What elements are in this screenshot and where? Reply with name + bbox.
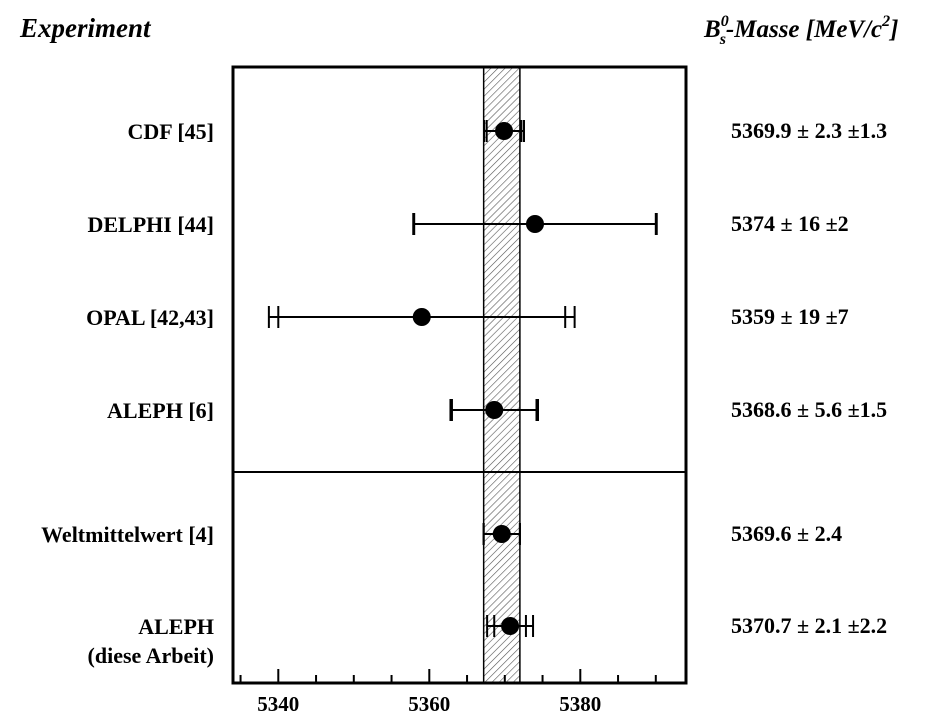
data-point bbox=[501, 617, 520, 635]
mass-title-unit-sup: 2 bbox=[881, 13, 890, 30]
data-rows: CDF [45] 5369.9 ± 2.3 ±1.3 DELPHI [44] 5374… bbox=[41, 118, 887, 668]
mass-value: 5368.6 ± 5.6 ±1.5 bbox=[731, 397, 887, 422]
experiment-label: DELPHI [44] bbox=[88, 212, 215, 237]
mass-value: 5374 ± 16 ±2 bbox=[731, 211, 849, 236]
row-0: CDF [45] 5369.9 ± 2.3 ±1.3 bbox=[127, 118, 887, 144]
experiment-label: OPAL [42,43] bbox=[86, 305, 214, 330]
row-5: ALEPH (diese Arbeit) 5370.7 ± 2.1 ±2.2 bbox=[88, 613, 888, 668]
mass-value: 5369.9 ± 2.3 ±1.3 bbox=[731, 118, 887, 143]
experiment-label: CDF [45] bbox=[127, 119, 214, 144]
experiment-label: ALEPH bbox=[138, 614, 214, 639]
column-title-mass: B0 s-Masse [MeV/c2] bbox=[703, 13, 898, 48]
experiment-label: Weltmittelwert [4] bbox=[41, 522, 214, 547]
row-2: OPAL [42,43] 5359 ± 19 ±7 bbox=[86, 304, 849, 330]
x-tick-label: 5340 bbox=[257, 692, 299, 716]
x-tick-label: 5360 bbox=[408, 692, 450, 716]
experiment-label: (diese Arbeit) bbox=[88, 643, 214, 668]
data-point bbox=[412, 308, 431, 326]
mass-title-sub: s bbox=[719, 31, 726, 48]
data-point bbox=[485, 401, 504, 419]
experiment-label: ALEPH [6] bbox=[107, 398, 214, 423]
mass-value: 5359 ± 19 ±7 bbox=[731, 304, 849, 329]
mass-title-sup: 0 bbox=[721, 13, 729, 30]
mass-title-base: B bbox=[703, 16, 721, 43]
mass-value: 5370.7 ± 2.1 ±2.2 bbox=[731, 613, 887, 638]
mass-value: 5369.6 ± 2.4 bbox=[731, 521, 842, 546]
row-1: DELPHI [44] 5374 ± 16 ±2 bbox=[88, 211, 849, 237]
average-band bbox=[483, 67, 520, 683]
data-point bbox=[526, 215, 544, 233]
data-point bbox=[492, 525, 511, 543]
plot-frame bbox=[231, 65, 688, 685]
x-axis: 5340 5360 5380 bbox=[239, 669, 657, 716]
mass-title-rest: -Masse [MeV/c bbox=[726, 16, 882, 43]
x-tick-label: 5380 bbox=[559, 692, 601, 716]
column-title-experiment: Experiment bbox=[19, 13, 152, 43]
data-point bbox=[495, 122, 514, 140]
row-4: Weltmittelwert [4] 5369.6 ± 2.4 bbox=[41, 521, 842, 547]
row-3: ALEPH [6] 5368.6 ± 5.6 ±1.5 bbox=[107, 397, 887, 423]
mass-title-close: ] bbox=[888, 16, 898, 43]
